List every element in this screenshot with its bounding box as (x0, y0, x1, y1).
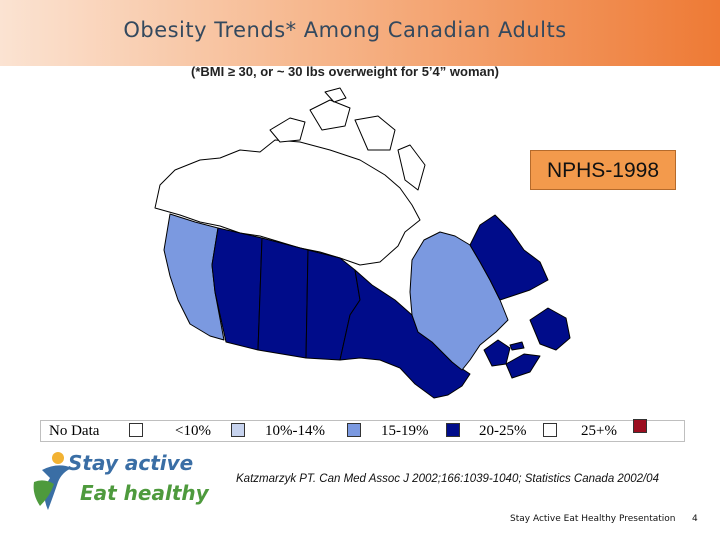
legend-swatch-15-19 (446, 423, 460, 437)
region-quebec (409, 231, 509, 371)
footer-text: Stay Active Eat Healthy Presentation (510, 514, 676, 524)
legend-label: 20-25% (479, 423, 527, 439)
legend-item-lt10: <10% (175, 423, 211, 440)
legend-item-20-25: 20-25% (479, 423, 527, 440)
region-newfoundland (529, 307, 571, 351)
legend-label: 25+% (581, 423, 617, 439)
legend-item-25plus: 25+% (581, 423, 617, 440)
page-title: Obesity Trends* Among Canadian Adults (123, 18, 567, 42)
region-saskatchewan (257, 237, 309, 359)
citation: Katzmarzyk PT. Can Med Assoc J 2002;166:… (236, 473, 659, 485)
legend-label: 10%-14% (265, 423, 325, 439)
runner-icon (33, 452, 72, 510)
region-arctic-islands (354, 115, 396, 151)
legend-swatch-no-data (129, 423, 143, 437)
legend-label: 15-19% (381, 423, 429, 439)
region-labrador (469, 214, 549, 301)
legend-swatch-10-14 (347, 423, 361, 437)
legend-item-no-data: No Data (49, 423, 99, 440)
region-arctic-islands (309, 99, 351, 131)
legend-item-10-14: 10%-14% (265, 423, 325, 440)
legend-label: No Data (49, 423, 100, 439)
region-arctic-islands (324, 87, 347, 103)
logo-line1: Stay active (68, 451, 194, 475)
canada-map (154, 87, 571, 399)
survey-label: NPHS-1998 (530, 150, 676, 190)
legend-swatch-25plus (633, 419, 647, 433)
region-british-columbia (163, 213, 225, 341)
region-arctic-islands (397, 144, 426, 191)
region-pei (509, 341, 525, 351)
logo-line2: Eat healthy (80, 481, 209, 505)
region-nova-scotia (505, 353, 541, 379)
region-northern-territories (154, 139, 421, 266)
map-legend: No Data <10% 10%-14% 15-19% 20-25% 25+% (40, 419, 685, 442)
legend-item-15-19: 15-19% (381, 423, 429, 440)
region-new-brunswick (483, 339, 511, 367)
legend-label: <10% (175, 423, 211, 439)
page-subtitle: (*BMI ≥ 30, or ~ 30 lbs overweight for 5… (190, 64, 499, 79)
region-arctic-islands (269, 117, 306, 143)
legend-swatch-20-25 (543, 423, 557, 437)
legend-swatch-lt10 (231, 423, 245, 437)
title-bar (0, 0, 720, 66)
stay-active-logo: Stay active Eat healthy (28, 448, 209, 518)
page-number: 4 (692, 514, 698, 524)
